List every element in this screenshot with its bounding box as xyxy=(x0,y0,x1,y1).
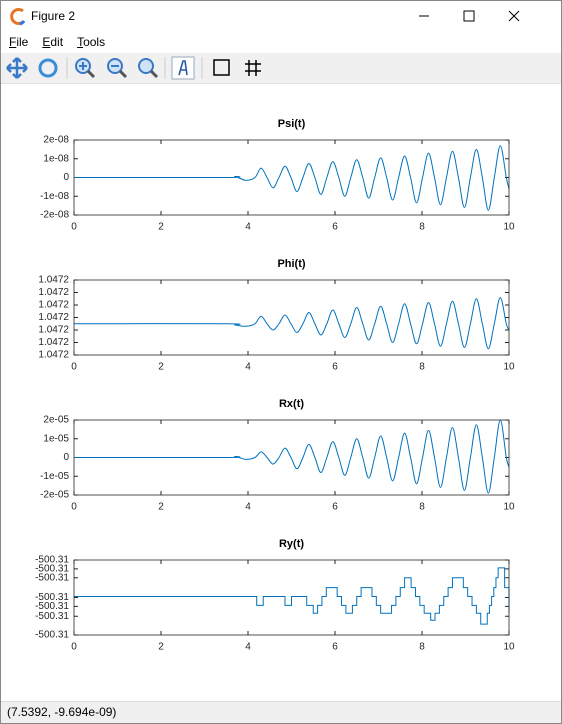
x-tick-label: 4 xyxy=(245,642,251,653)
x-tick-label: 10 xyxy=(503,222,515,233)
chart-title: Ry(t) xyxy=(279,538,304,550)
data-line xyxy=(73,296,510,350)
y-tick-label: -500.31 xyxy=(35,555,69,566)
x-tick-label: 0 xyxy=(71,642,77,653)
toolbar-icons xyxy=(6,56,261,80)
data-line xyxy=(73,145,510,211)
x-tick-label: 6 xyxy=(332,222,338,233)
menu-bar: File Edit Tools xyxy=(1,31,561,53)
y-tick-label: -2e-05 xyxy=(40,490,69,501)
y-tick-label: -500.31 xyxy=(35,572,69,583)
y-tick-label: 1.0472 xyxy=(38,337,69,348)
axes-box xyxy=(73,279,510,356)
x-tick-label: 2 xyxy=(158,502,164,513)
menu-item[interactable]: Edit xyxy=(42,35,64,49)
x-tick-label: 2 xyxy=(158,642,164,653)
y-tick-label: 1e-08 xyxy=(43,153,69,164)
y-tick-label: 1.0472 xyxy=(38,350,69,361)
x-tick-label: 8 xyxy=(419,362,425,373)
x-tick-label: 0 xyxy=(71,222,77,233)
y-tick-label: 1.0472 xyxy=(38,275,69,286)
y-tick-label: -1e-08 xyxy=(40,191,69,202)
y-tick-label: -500.31 xyxy=(35,564,69,575)
y-tick-label: 1.0472 xyxy=(38,312,69,323)
toolbar xyxy=(1,53,561,84)
x-tick-label: 4 xyxy=(245,362,251,373)
x-tick-label: 6 xyxy=(332,642,338,653)
x-tick-label: 10 xyxy=(503,642,515,653)
pan-tool[interactable] xyxy=(6,57,28,79)
chart-title: Rx(t) xyxy=(279,398,304,410)
x-tick-label: 10 xyxy=(503,502,515,513)
x-tick-label: 0 xyxy=(71,502,77,513)
x-tick-label: 8 xyxy=(419,222,425,233)
zoom-out[interactable] xyxy=(107,58,128,79)
x-tick-label: 6 xyxy=(332,502,338,513)
menu-item[interactable]: Tools xyxy=(77,35,106,49)
zoom-in[interactable] xyxy=(75,58,96,79)
grid-toggle[interactable] xyxy=(245,60,261,76)
data-line xyxy=(74,567,510,625)
x-tick-label: 0 xyxy=(71,362,77,373)
rotate-tool[interactable] xyxy=(38,58,58,78)
x-tick-label: 2 xyxy=(158,222,164,233)
status-text: (7.5392, -9.694e-09) xyxy=(7,705,117,719)
y-tick-label: -500.31 xyxy=(35,592,69,603)
y-tick-label: 1e-05 xyxy=(43,433,69,444)
chart-title: Phi(t) xyxy=(277,258,305,270)
status-bar: (7.5392, -9.694e-09) xyxy=(1,701,561,723)
box-toggle[interactable] xyxy=(213,59,230,76)
window-controls[interactable] xyxy=(411,1,561,31)
y-tick-label: -2e-08 xyxy=(40,210,69,221)
x-tick-label: 4 xyxy=(245,502,251,513)
menu-item[interactable]: File xyxy=(9,35,29,49)
y-tick-label: 0 xyxy=(63,452,69,463)
x-tick-label: 6 xyxy=(332,362,338,373)
close[interactable] xyxy=(508,10,520,22)
axes-box xyxy=(73,139,510,216)
y-tick-label: -500.31 xyxy=(35,611,69,622)
data-line xyxy=(73,419,510,494)
y-tick-label: 1.0472 xyxy=(38,287,69,298)
y-tick-label: 2e-05 xyxy=(43,415,69,426)
text-tool[interactable] xyxy=(171,56,195,80)
y-tick-label: -500.31 xyxy=(35,601,69,612)
x-tick-label: 2 xyxy=(158,362,164,373)
y-tick-label: -1e-05 xyxy=(40,471,69,482)
y-tick-label: 2e-08 xyxy=(43,135,69,146)
figure: Psi(t) 0 2 4 6 8 10 -2e-08 -1e-08 0 1e-08 2e-08 Phi(… xyxy=(35,118,515,653)
window-title: Figure 2 xyxy=(31,9,76,23)
y-tick-label: 0 xyxy=(63,172,69,183)
x-tick-label: 8 xyxy=(419,642,425,653)
app-icon xyxy=(10,8,26,26)
chart-title: Psi(t) xyxy=(278,118,306,130)
title-bar: Figure 2 xyxy=(1,1,561,31)
x-tick-label: 10 xyxy=(503,362,515,373)
x-tick-label: 4 xyxy=(245,222,251,233)
zoom-reset[interactable] xyxy=(138,58,159,79)
axes-box xyxy=(73,559,510,636)
y-tick-label: -500.31 xyxy=(35,630,69,641)
x-tick-label: 8 xyxy=(419,502,425,513)
maximize[interactable] xyxy=(463,10,475,22)
axes-box xyxy=(73,419,510,496)
y-tick-label: 1.0472 xyxy=(38,325,69,336)
y-tick-label: 1.0472 xyxy=(38,300,69,311)
